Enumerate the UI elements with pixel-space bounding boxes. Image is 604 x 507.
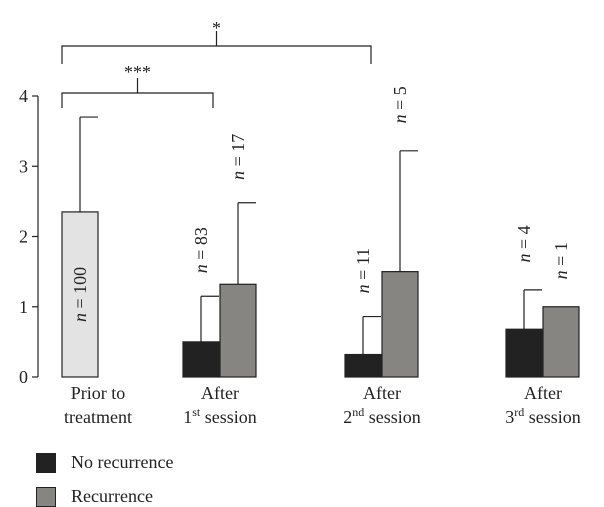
significance-bracket [61,45,372,64]
n-label: n = 100 [70,267,90,322]
n-label: n = 4 [514,225,534,262]
x-label-line1: After [201,383,239,403]
legend-swatch-no-recurrence [36,452,56,473]
x-label-line1: Prior to [71,383,126,403]
n-label-n: n [353,284,373,293]
x-label-line2: 1st session [183,405,257,427]
n-label-value: = 17 [228,134,248,171]
n-label-n: n [390,114,410,123]
significance-label: *** [124,62,151,82]
n-label-value: = 5 [390,86,410,114]
bar [344,353,382,378]
x-label-line1: After [524,383,562,403]
x-label-rest: session [200,407,257,427]
x-label-sup: nd [352,405,364,419]
x-label-line2: treatment [64,407,132,427]
y-tick-label: 4 [19,86,28,106]
legend-item-no-recurrence: No recurrence [36,452,173,473]
x-label-sup: rd [514,405,524,419]
x-label-line1: After [363,383,401,403]
n-label: n = 5 [390,86,410,123]
y-tick-label: 0 [19,367,28,387]
bar [505,328,543,378]
n-label-value: = 1 [551,242,571,270]
bar [381,271,419,378]
legend-label-recurrence: Recurrence [71,486,153,506]
n-label: n = 83 [191,227,211,273]
n-label: n = 1 [551,242,571,279]
y-tick-label: 1 [19,297,28,317]
n-label-n: n [551,270,571,279]
n-label-value: = 100 [70,267,90,313]
significance-label: * [212,18,221,38]
bar [182,341,220,378]
n-label-value: = 11 [353,248,373,284]
x-label-sup: st [192,405,201,419]
y-tick-label: 3 [19,156,28,176]
n-label-n: n [228,171,248,180]
x-label-rest: session [364,407,421,427]
x-label-num: 3 [505,407,514,427]
x-label-rest: session [524,407,581,427]
n-label: n = 11 [353,248,373,293]
legend-item-recurrence: Recurrence [36,486,153,507]
n-label: n = 17 [228,134,248,180]
x-label-num: treatment [64,407,132,427]
x-label-line2: 2nd session [343,405,421,427]
legend-label-no-recurrence: No recurrence [71,452,174,472]
n-label-n: n [514,253,534,262]
n-label-n: n [191,264,211,273]
n-label-value: = 4 [514,225,534,253]
bar [61,211,99,378]
legend-swatch-recurrence [36,486,56,507]
n-label-value: = 83 [191,227,211,264]
bar [542,306,580,378]
x-label-line2: 3rd session [505,405,581,427]
y-tick-label: 2 [19,227,28,247]
x-label-num: 1 [183,407,192,427]
x-label-num: 2 [343,407,352,427]
bar [219,283,257,378]
significance-bracket [61,92,214,108]
n-label-n: n [70,313,90,322]
